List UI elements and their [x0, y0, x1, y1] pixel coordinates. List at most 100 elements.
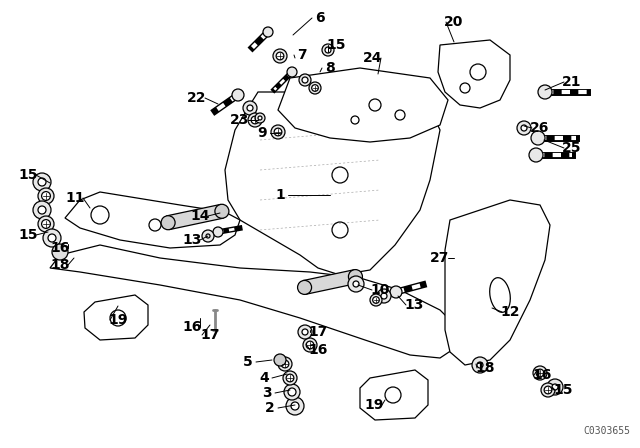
Circle shape: [521, 125, 527, 131]
Text: 26: 26: [531, 121, 550, 135]
Circle shape: [531, 131, 545, 145]
Circle shape: [33, 201, 51, 219]
Circle shape: [273, 49, 287, 63]
Circle shape: [274, 128, 282, 136]
Circle shape: [529, 148, 543, 162]
Circle shape: [247, 105, 253, 111]
Circle shape: [541, 383, 555, 397]
Circle shape: [42, 220, 51, 228]
Text: 3: 3: [262, 386, 272, 400]
Circle shape: [322, 44, 334, 56]
Circle shape: [547, 379, 563, 395]
Circle shape: [232, 89, 244, 101]
Text: 7: 7: [297, 48, 307, 62]
Text: 16: 16: [51, 241, 70, 255]
Text: 6: 6: [315, 11, 325, 25]
Circle shape: [325, 47, 331, 53]
Circle shape: [248, 113, 262, 127]
Text: 15: 15: [19, 228, 38, 242]
Text: 17: 17: [200, 328, 220, 342]
Circle shape: [258, 116, 262, 120]
Circle shape: [348, 276, 364, 292]
Text: 20: 20: [444, 15, 464, 29]
Circle shape: [281, 360, 289, 368]
Circle shape: [544, 386, 552, 394]
Text: 15: 15: [19, 168, 38, 182]
Text: 5: 5: [243, 355, 253, 369]
Polygon shape: [65, 192, 240, 248]
Circle shape: [536, 369, 544, 377]
Circle shape: [517, 121, 531, 135]
Polygon shape: [84, 295, 148, 340]
Text: 16: 16: [308, 343, 328, 357]
Text: 12: 12: [500, 305, 520, 319]
Circle shape: [309, 82, 321, 94]
Circle shape: [381, 293, 387, 299]
Text: 25: 25: [563, 141, 582, 155]
Polygon shape: [50, 245, 460, 358]
Circle shape: [533, 366, 547, 380]
Text: 27: 27: [430, 251, 450, 265]
Polygon shape: [278, 68, 448, 142]
Circle shape: [552, 384, 558, 390]
Circle shape: [38, 216, 54, 232]
Circle shape: [38, 206, 46, 214]
Text: 9: 9: [257, 126, 267, 140]
Circle shape: [38, 178, 46, 186]
Circle shape: [215, 204, 229, 218]
Text: 2: 2: [265, 401, 275, 415]
Polygon shape: [166, 204, 223, 229]
Circle shape: [274, 354, 286, 366]
Circle shape: [213, 227, 223, 237]
Circle shape: [33, 173, 51, 191]
Text: 24: 24: [364, 51, 383, 65]
Circle shape: [302, 77, 308, 83]
Text: 22: 22: [188, 91, 207, 105]
Polygon shape: [445, 200, 550, 365]
Circle shape: [243, 101, 257, 115]
Circle shape: [284, 384, 300, 400]
Circle shape: [38, 188, 54, 204]
Circle shape: [43, 229, 61, 247]
Circle shape: [42, 192, 51, 200]
Text: 4: 4: [259, 371, 269, 385]
Circle shape: [348, 270, 362, 284]
Text: 16: 16: [532, 368, 552, 382]
Circle shape: [377, 289, 391, 303]
Circle shape: [372, 297, 380, 303]
Circle shape: [303, 338, 317, 352]
Circle shape: [298, 280, 312, 294]
Circle shape: [370, 294, 382, 306]
Text: 15: 15: [553, 383, 573, 397]
Text: 14: 14: [190, 209, 210, 223]
Text: 16: 16: [182, 320, 202, 334]
Text: 17: 17: [308, 325, 328, 339]
Circle shape: [202, 230, 214, 242]
Text: 18: 18: [51, 258, 70, 272]
Circle shape: [538, 85, 552, 99]
Circle shape: [251, 116, 259, 124]
Text: 15: 15: [326, 38, 346, 52]
Text: 13: 13: [182, 233, 202, 247]
Circle shape: [298, 325, 312, 339]
Text: C0303655: C0303655: [583, 426, 630, 436]
Circle shape: [255, 113, 265, 123]
Text: 11: 11: [65, 191, 84, 205]
Circle shape: [271, 125, 285, 139]
Circle shape: [353, 281, 359, 287]
Circle shape: [206, 234, 210, 238]
Text: 8: 8: [325, 61, 335, 75]
Circle shape: [287, 67, 297, 77]
Circle shape: [52, 244, 68, 260]
Circle shape: [472, 357, 488, 373]
Polygon shape: [303, 270, 357, 294]
Circle shape: [283, 371, 297, 385]
Circle shape: [302, 329, 308, 335]
Circle shape: [390, 286, 402, 298]
Text: 21: 21: [563, 75, 582, 89]
Circle shape: [263, 27, 273, 37]
Text: 18: 18: [476, 361, 495, 375]
Circle shape: [291, 402, 299, 410]
Text: 19: 19: [364, 398, 384, 412]
Circle shape: [276, 52, 284, 60]
